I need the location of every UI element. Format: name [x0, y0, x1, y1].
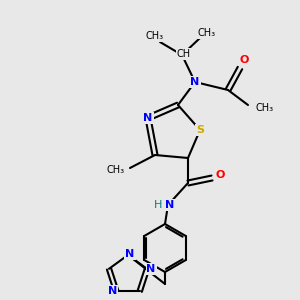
Text: N: N	[146, 264, 156, 274]
Text: O: O	[215, 170, 225, 180]
Text: N: N	[190, 77, 200, 87]
Text: N: N	[165, 200, 175, 210]
Text: CH₃: CH₃	[107, 165, 125, 175]
Text: CH₃: CH₃	[255, 103, 273, 113]
Text: CH₃: CH₃	[146, 31, 164, 41]
Text: O: O	[239, 55, 249, 65]
Text: CH₃: CH₃	[198, 28, 216, 38]
Text: CH: CH	[177, 49, 191, 59]
Text: N: N	[108, 286, 117, 296]
Text: N: N	[143, 113, 153, 123]
Text: H: H	[154, 200, 162, 210]
Text: N: N	[125, 249, 135, 259]
Text: S: S	[196, 125, 204, 135]
